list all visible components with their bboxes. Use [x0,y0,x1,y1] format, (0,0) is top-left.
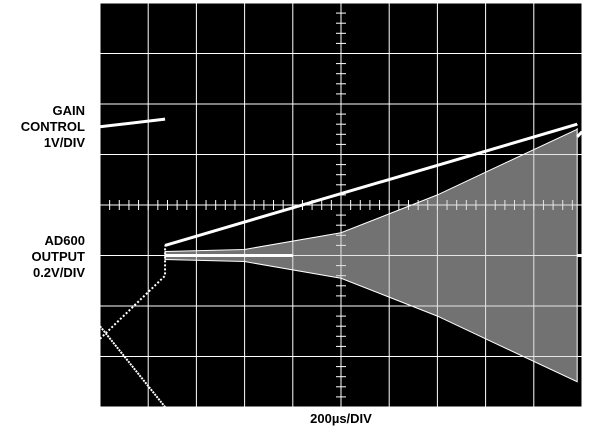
gain-control-label: GAIN CONTROL 1V/DIV [21,103,85,151]
gain-ramp-segment [164,122,578,247]
gain-control-trace [99,117,584,340]
gain-control-label-line: 1V/DIV [43,135,85,150]
gain-control-label-line: GAIN [52,103,86,118]
ad600-output-trace [99,128,582,408]
gain-wrap-segment [99,117,166,129]
ad600-output-label-line: 0.2V/DIV [32,265,85,280]
ad600-output-label: AD600 OUTPUT 0.2V/DIV [32,233,85,281]
gain-control-label-line: CONTROL [20,119,85,134]
ad600-output-label-line: AD600 [44,233,85,248]
output-left-tail [99,325,166,408]
x-axis-label: 200µs/DIV [310,411,372,426]
output-envelope [164,128,578,383]
ad600-output-label-line: OUTPUT [31,249,85,264]
gain-post-segment [576,130,584,138]
